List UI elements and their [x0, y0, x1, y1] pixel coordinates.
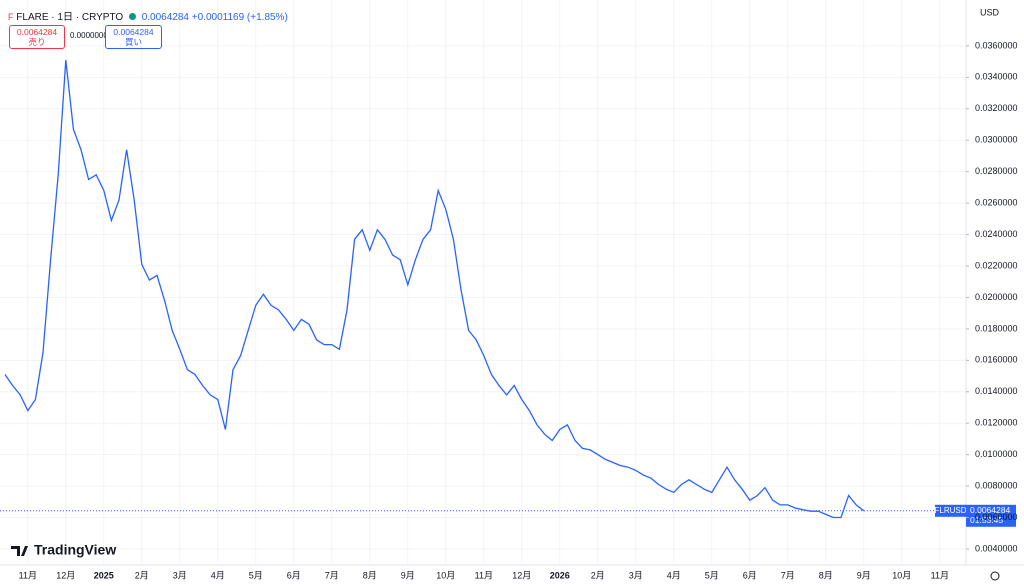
y-tick-label: 0.0280000 [975, 166, 1018, 176]
logo-mark [11, 546, 28, 556]
x-tick-label: 3月 [629, 570, 643, 580]
x-tick-label: 11月 [931, 570, 949, 580]
x-tick-label: 9月 [401, 570, 415, 580]
price-line [4, 60, 865, 519]
sell-button[interactable]: 0.0064284 売り [9, 25, 65, 49]
x-tick-label: 2月 [591, 570, 605, 580]
brand-name: TradingView [34, 542, 116, 558]
x-tick-label: 11月 [19, 570, 37, 580]
x-tick-label: 3月 [173, 570, 187, 580]
x-tick-label: 7月 [325, 570, 339, 580]
sell-price: 0.0064284 [16, 27, 58, 37]
x-tick-label: 2026 [550, 570, 570, 580]
y-tick-label: 0.0120000 [975, 418, 1018, 428]
y-tick-label: 0.0240000 [975, 229, 1018, 239]
y-tick-label: 0.0260000 [975, 197, 1018, 207]
buy-price: 0.0064284 [113, 27, 154, 37]
y-tick-label: 0.0360000 [975, 40, 1018, 50]
buy-button[interactable]: 0.0064284 買い [105, 25, 162, 49]
ticker-tag [935, 504, 966, 517]
x-tick-label: 6月 [743, 570, 757, 580]
x-tick-label: 4月 [211, 570, 225, 580]
x-tick-label: 10月 [892, 570, 911, 580]
x-tick-label: 2月 [135, 570, 149, 580]
y-tick-label: 0.0160000 [975, 355, 1018, 365]
symbol-title[interactable]: FLARE · 1日 · CRYPTO [16, 12, 124, 23]
y-tick-label: 0.0300000 [975, 135, 1018, 145]
ticker-tag-label: FLRUSD [934, 506, 966, 515]
x-tick-label: 8月 [819, 570, 833, 580]
buy-label: 買い [124, 37, 142, 47]
x-tick-label: 12月 [512, 570, 531, 580]
y-tick-label: 0.0180000 [975, 323, 1018, 333]
x-tick-label: 10月 [436, 570, 455, 580]
y-tick-label: 0.0100000 [975, 449, 1018, 459]
symbol-icon: F [8, 12, 14, 22]
price-tag [966, 504, 1016, 527]
y-tick-label: 0.0220000 [975, 260, 1018, 270]
y-tick-label: 0.0040000 [975, 543, 1018, 553]
x-tick-label: 9月 [857, 570, 871, 580]
x-tick-label: 5月 [249, 570, 263, 580]
currency-label[interactable]: USD [980, 7, 1000, 17]
y-tick-label: 0.0340000 [975, 72, 1018, 82]
settings-icon[interactable] [990, 571, 1000, 581]
sell-label: 売り [28, 37, 46, 47]
x-tick-label: 4月 [667, 570, 681, 580]
status-dot [128, 13, 136, 20]
y-tick-label: 0.0200000 [975, 292, 1018, 302]
brand-logo: TradingView [11, 542, 116, 558]
x-tick-label: 7月 [781, 570, 795, 580]
last-price: 0.0064284 [141, 12, 189, 23]
y-tick-label: 0.0320000 [975, 103, 1018, 113]
x-tick-label: 5月 [705, 570, 719, 580]
x-tick-label: 8月 [363, 570, 377, 580]
x-tick-label: 6月 [287, 570, 301, 580]
y-tick-label: 0.0060000 [975, 512, 1018, 522]
y-tick-label: 0.0140000 [975, 386, 1018, 396]
x-tick-label: 2025 [94, 570, 114, 580]
price-change: +0.0001169 (+1.85%) [191, 12, 288, 23]
y-tick-label: 0.0080000 [975, 480, 1018, 490]
price-tag-countdown: 01:53:45 [970, 515, 1003, 525]
x-tick-label: 12月 [56, 570, 75, 580]
spread: 0.0000000 [70, 31, 108, 40]
symbol-header: F FLARE · 1日 · CRYPTO 0.0064284 +0.00011… [8, 8, 288, 23]
price-tag-value: 0.0064284 [970, 505, 1010, 515]
x-tick-label: 11月 [475, 570, 493, 580]
